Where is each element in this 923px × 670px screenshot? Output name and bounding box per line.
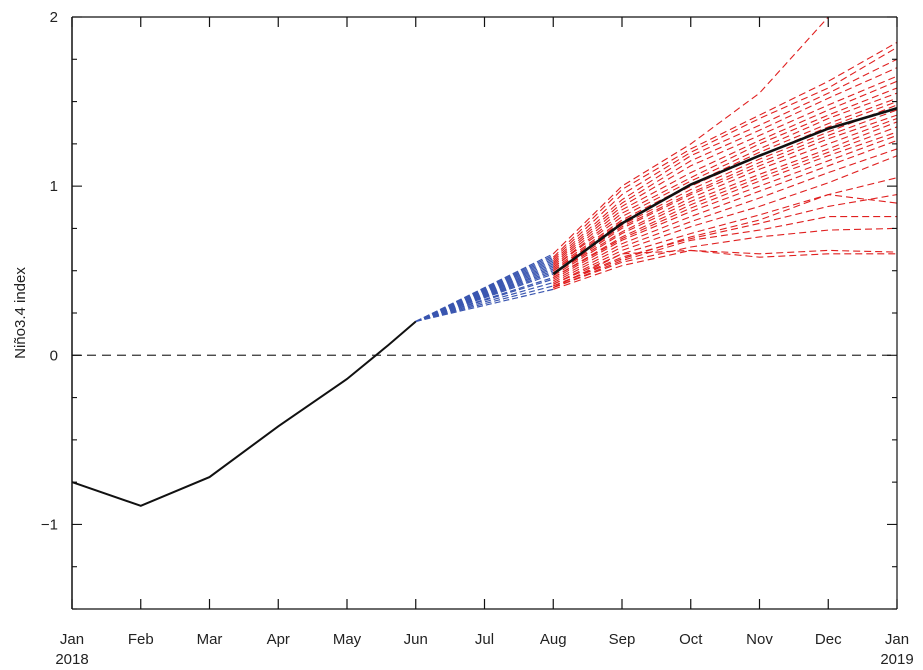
ensemble-early-member-6: [415, 271, 554, 323]
ensemble-late-member-1: [552, 41, 897, 258]
label-layer: Jan Feb Mar Apr May Jun Jul Aug Sep Oct Nov Dec Jan 2…: [12, 9, 914, 668]
ensemble-late-member-8: [552, 92, 897, 268]
x-tick-label: Jan: [885, 631, 909, 648]
axis-layer: [71, 16, 898, 610]
ensemble-late-member-4: [552, 67, 897, 263]
ensemble-late-member-9: [552, 97, 897, 270]
ensemble-late-member-24: [553, 194, 897, 287]
ensemble-late-member-23: [553, 194, 897, 287]
x-tick-label: Mar: [197, 631, 223, 648]
ensemble-late-member-22: [553, 177, 897, 285]
ensemble-late-member-3: [552, 58, 897, 262]
ensemble-late-member-0: [552, 17, 829, 255]
ensemble-early-member-10: [415, 265, 554, 323]
ensemble-late-member-5: [552, 75, 897, 265]
ensemble-late-member-2: [552, 46, 897, 260]
ensemble-late-member-6: [552, 80, 897, 267]
ensemble-early-member-13: [415, 260, 554, 323]
ensemble-late-member-10: [552, 101, 897, 272]
ensemble-late-member-27: [553, 249, 897, 289]
ensemble-late-member-17: [553, 131, 897, 278]
ensemble-early-member-16: [415, 254, 554, 322]
x-tick-label: Apr: [267, 631, 290, 648]
ensemble-late-member-28: [553, 249, 897, 290]
ensemble-early-member-5: [415, 273, 554, 323]
x-tick-label: Jan: [60, 631, 84, 648]
ensemble-early-member-17: [415, 253, 554, 322]
y-tick-label: 0: [50, 347, 58, 364]
ensemble-late-member-20: [553, 148, 897, 284]
observed-line: [71, 320, 417, 507]
ensemble-mean-layer: [552, 107, 898, 276]
ensemble-late-member-18: [553, 134, 897, 280]
ensemble-late-member-13: [552, 114, 897, 275]
x-tick-label: Jun: [404, 631, 428, 648]
ensemble-late-member-14: [553, 117, 897, 275]
x-tick-label: Jul: [475, 631, 494, 648]
x-tick-label: Nov: [746, 631, 773, 648]
ensemble-early-layer: [415, 253, 554, 323]
ensemble-early-member-7: [415, 270, 554, 323]
ensemble-early-member-4: [415, 276, 554, 323]
ensemble-early-member-15: [415, 256, 554, 323]
ensemble-late-member-12: [552, 109, 897, 273]
x-tick-label: May: [333, 631, 362, 648]
y-tick-label: 2: [50, 9, 58, 26]
ensemble-early-member-12: [415, 261, 554, 323]
y-axis-label: Niño3.4 index: [12, 267, 29, 359]
ensemble-early-member-11: [415, 263, 554, 323]
x-year-label: 2018: [55, 651, 88, 668]
x-tick-label: Sep: [609, 631, 636, 648]
x-tick-label: Oct: [679, 631, 703, 648]
ensemble-late-member-19: [553, 139, 897, 282]
ensemble-early-member-9: [415, 266, 554, 323]
x-tick-label: Feb: [128, 631, 154, 648]
ensemble-late-member-15: [553, 121, 897, 277]
ensemble-late-member-7: [552, 87, 897, 268]
ensemble-late-member-25: [553, 216, 897, 289]
observed-layer: [71, 320, 417, 507]
ensemble-late-layer: [552, 17, 897, 290]
ensemble-late-member-26: [553, 227, 897, 289]
x-year-label: 2019: [880, 651, 913, 668]
y-tick-label: −1: [41, 516, 58, 533]
ensemble-mean-line: [552, 107, 898, 276]
ensemble-late-member-16: [553, 126, 897, 278]
ensemble-early-member-8: [415, 268, 554, 323]
x-tick-label: Dec: [815, 631, 842, 648]
ensemble-early-member-14: [415, 258, 554, 323]
x-tick-label: Aug: [540, 631, 567, 648]
y-tick-label: 1: [50, 178, 58, 195]
